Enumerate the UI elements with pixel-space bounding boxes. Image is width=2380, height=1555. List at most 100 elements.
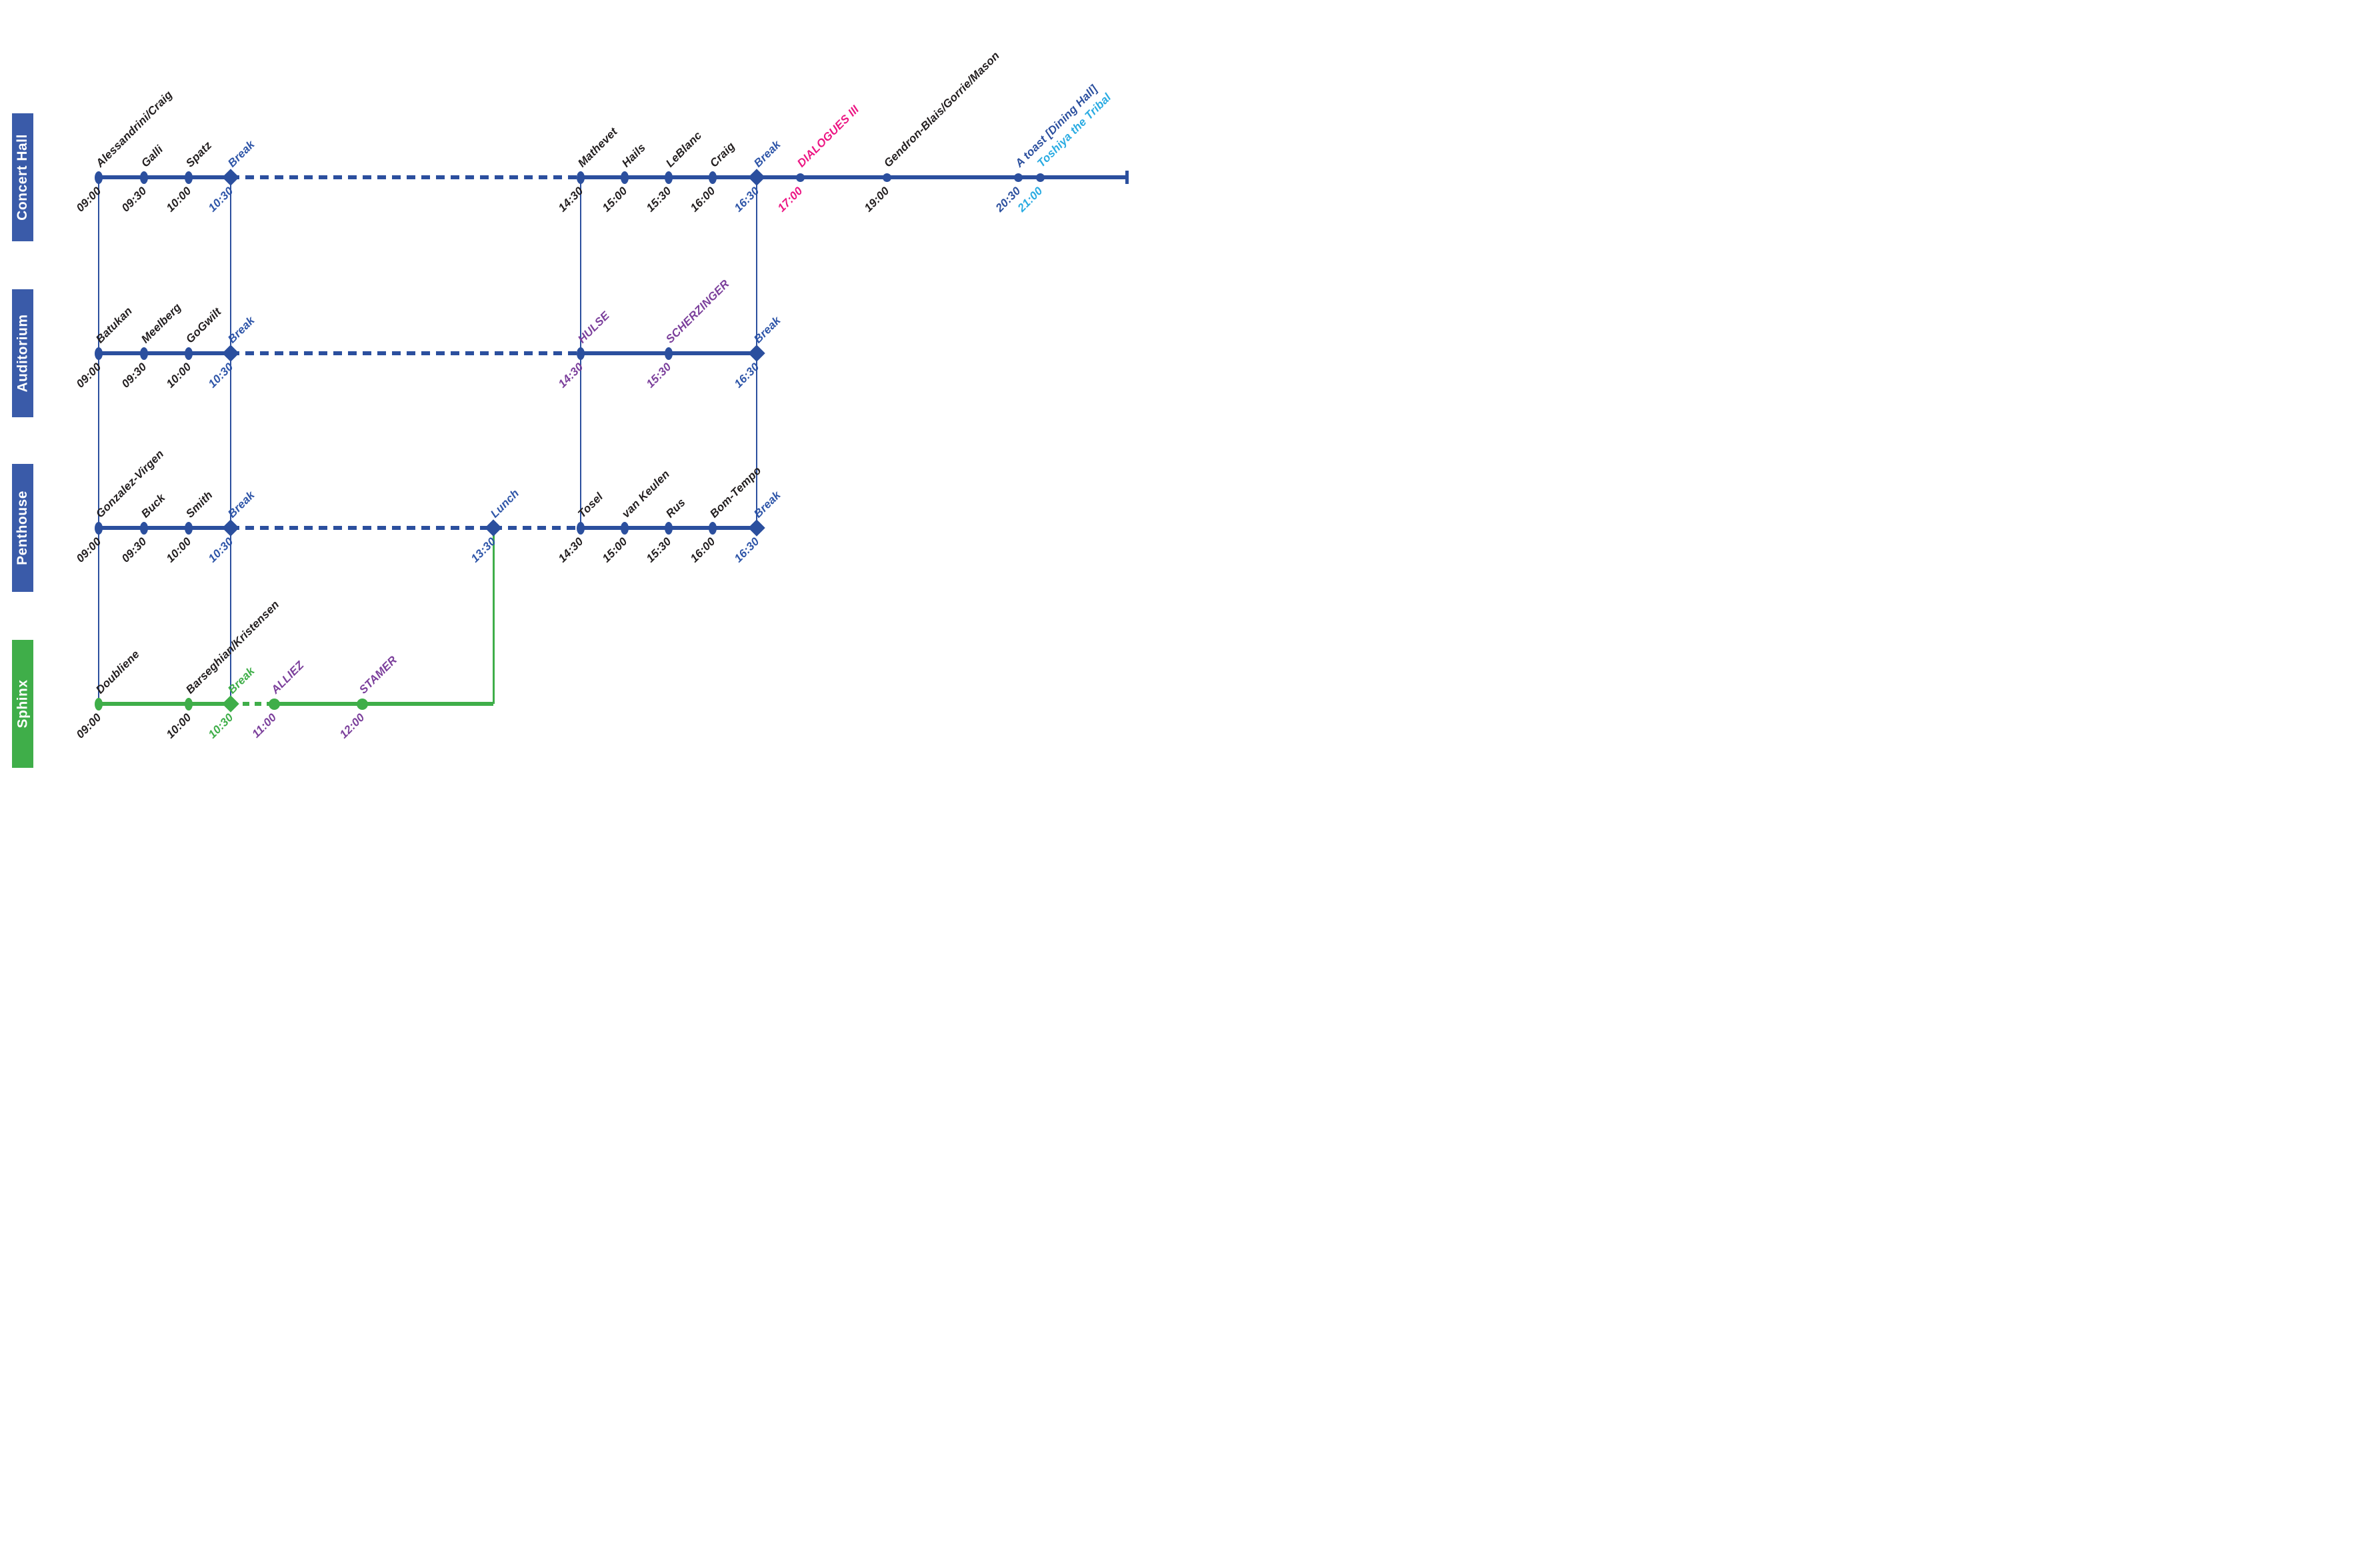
station-marker [95,697,103,711]
station-time-label: 16:00 [687,535,718,565]
station-name-label: Batukan [93,304,135,346]
route-segment [231,175,581,179]
station-name-label: Buck [139,491,168,521]
station-time-label: 13:30 [468,535,499,565]
station-time-label: 09:00 [73,184,104,215]
station-name-label: DIALOGUES III [795,103,862,170]
station-marker [185,347,193,360]
station-name-label: Craig [707,139,738,170]
station-name-label: ALLIEZ [269,659,307,697]
station-time-label: 15:30 [643,360,674,391]
station-time-label: 10:00 [163,711,194,741]
connector-line [230,177,231,704]
break-station-marker [222,695,239,713]
station-time-label: 09:30 [119,184,149,215]
station-marker [95,347,103,360]
station-time-label: 15:30 [643,184,674,215]
station-name-label: Doubliene [93,647,142,697]
venue-label-text: Auditorium [15,314,31,393]
route-segment [581,175,1127,179]
station-time-label: 10:00 [163,184,194,215]
station-marker [709,171,717,184]
station-marker [882,173,891,182]
station-name-label: Break [225,138,257,170]
station-time-label: 16:30 [731,360,762,391]
station-marker [140,171,148,184]
station-marker [665,171,673,184]
station-marker [140,347,148,360]
station-time-label: 10:30 [205,184,236,215]
station-marker [577,171,585,184]
station-time-label: 10:30 [205,360,236,391]
station-marker [795,173,805,182]
break-station-marker [222,519,239,537]
station-name-label: Hails [619,141,649,170]
venue-label-text: Sphinx [15,679,31,729]
station-time-label: 10:30 [205,535,236,565]
station-name-label: Break [751,138,783,170]
station-time-label: 14:30 [555,184,586,215]
station-time-label: 09:30 [119,360,149,391]
route-segment [493,526,581,530]
station-time-label: 09:00 [73,535,104,565]
station-time-label: 14:30 [555,535,586,565]
station-name-label: Alessandrini/Craig [93,88,175,170]
venue-label-sphinx: Sphinx [12,640,33,768]
station-name-label: Smith [183,489,215,521]
station-name-label: Mathevet [575,125,620,170]
station-name-label: SCHERZINGER [663,277,732,346]
station-marker [621,171,629,184]
station-name-label: STAMER [357,653,400,697]
station-name-label: Lunch [488,487,522,521]
station-time-label: 15:00 [599,535,630,565]
station-marker [268,698,280,710]
schedule-map: Concert Hall Auditorium Penthouse Sphinx… [0,0,1190,777]
station-name-label: Spatz [183,139,215,170]
route-segment [231,526,493,530]
route-segment [99,702,231,706]
station-name-label: Gendron-Blais/Gorrie/Mason [881,49,1002,170]
connector-line [492,528,495,704]
break-station-marker [748,345,765,362]
station-name-label: Meelberg [139,301,184,346]
station-marker [95,171,103,184]
station-marker [95,521,103,535]
station-marker [356,698,368,710]
route-segment [231,702,274,706]
station-time-label: 19:00 [861,184,892,215]
station-time-label: 10:00 [163,535,194,565]
station-marker [577,521,585,535]
station-name-label: LeBlanc [663,129,705,170]
route-segment [274,702,493,706]
station-time-label: 15:30 [643,535,674,565]
station-marker [665,347,673,360]
station-time-label: 14:30 [555,360,586,391]
connector-line [98,177,99,704]
break-station-marker [748,519,765,537]
station-time-label: 21:00 [1015,184,1045,215]
route-segment [231,351,581,355]
venue-label-auditorium: Auditorium [12,289,33,417]
route-segment [99,526,231,530]
station-time-label: 16:30 [731,535,762,565]
station-marker [185,171,193,184]
venue-label-penthouse: Penthouse [12,464,33,592]
station-time-label: 11:00 [249,711,279,741]
venue-label-text: Concert Hall [15,134,31,221]
station-time-label: 17:00 [775,184,805,215]
station-time-label: 09:00 [73,711,104,741]
station-marker [709,521,717,535]
station-time-label: 10:30 [205,711,236,741]
station-time-label: 16:00 [687,184,718,215]
break-station-marker [222,345,239,362]
route-segment [99,175,231,179]
break-station-marker [748,169,765,186]
station-marker [1035,173,1045,182]
station-marker [577,347,585,360]
station-marker [665,521,673,535]
station-name-label: Galli [139,143,166,170]
station-time-label: 15:00 [599,184,630,215]
station-time-label: 09:30 [119,535,149,565]
line-end-cap [1125,171,1129,184]
station-time-label: 16:30 [731,184,762,215]
